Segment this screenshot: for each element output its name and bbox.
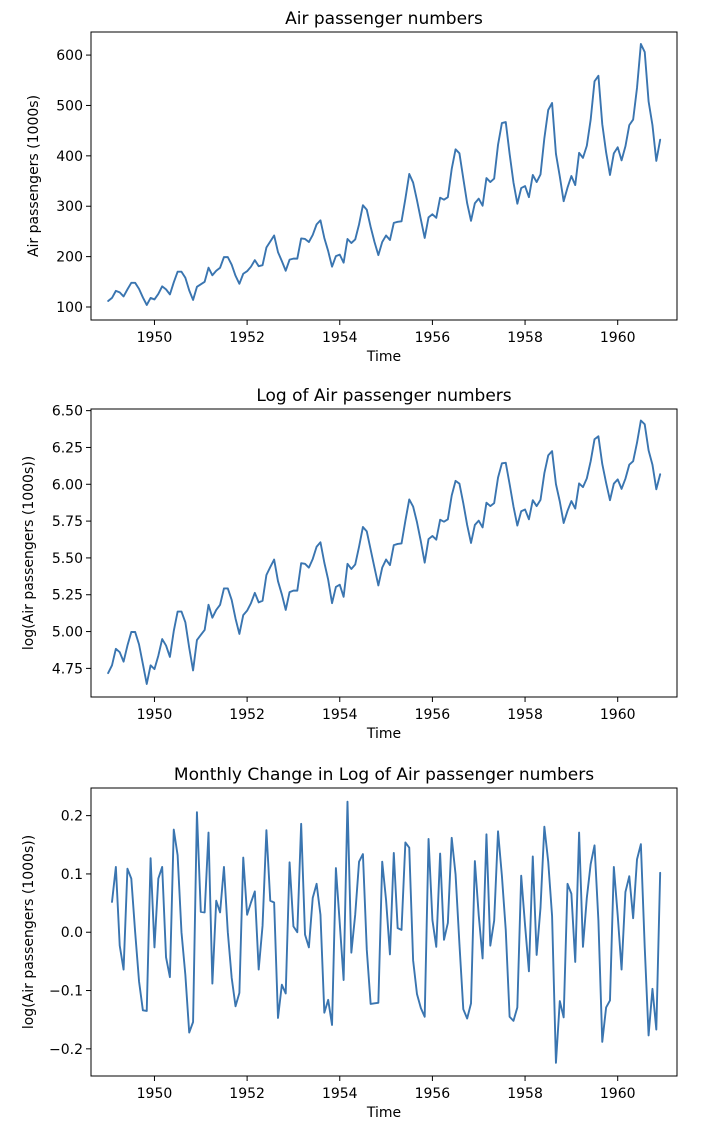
x-tick-label: 1950 xyxy=(137,1086,173,1102)
y-tick-label: 5.00 xyxy=(52,625,83,641)
x-tick-label: 1960 xyxy=(600,330,636,346)
x-tick-label: 1958 xyxy=(507,1086,543,1102)
x-tick-label: 1956 xyxy=(415,707,451,723)
chart-title: Log of Air passenger numbers xyxy=(256,386,511,406)
series-line-1 xyxy=(107,419,662,685)
x-tick-label: 1952 xyxy=(229,707,265,723)
chart-title: Air passenger numbers xyxy=(285,9,483,29)
y-tick-label: 5.75 xyxy=(52,514,83,530)
y-tick-label: 200 xyxy=(56,250,83,266)
x-tick-label: 1956 xyxy=(415,330,451,346)
plot-frame xyxy=(90,787,678,1077)
x-tick-label: 1954 xyxy=(322,707,358,723)
y-tick-label: 100 xyxy=(56,300,83,316)
x-tick-label: 1958 xyxy=(507,330,543,346)
y-axis-label: log(Air passengers (1000s)) xyxy=(21,835,37,1029)
y-tick-label: 6.25 xyxy=(52,440,83,456)
x-tick-label: 1954 xyxy=(322,330,358,346)
y-tick-label: 300 xyxy=(56,199,83,215)
y-tick-label: −0.2 xyxy=(49,1042,83,1058)
y-tick-label: 5.50 xyxy=(52,551,83,567)
chart-title: Monthly Change in Log of Air passenger n… xyxy=(174,765,594,785)
y-tick-label: 5.25 xyxy=(52,588,83,604)
y-tick-label: 6.50 xyxy=(52,404,83,420)
x-axis-label: Time xyxy=(366,726,401,742)
y-tick-label: 4.75 xyxy=(52,661,83,677)
x-tick-label: 1950 xyxy=(137,707,173,723)
y-tick-label: 6.00 xyxy=(52,477,83,493)
plot-frame xyxy=(90,31,678,321)
y-tick-label: 600 xyxy=(56,48,83,64)
y-tick-label: 0.0 xyxy=(61,925,83,941)
y-tick-label: 0.1 xyxy=(61,867,83,883)
y-axis-label: log(Air passengers (1000s)) xyxy=(21,456,37,650)
y-tick-label: 500 xyxy=(56,98,83,114)
chart-panel-1: 1950 1952 1954 1956 1958 1960 100 200 300 400 500 6… xyxy=(26,9,678,365)
plot-frame xyxy=(90,408,678,698)
y-axis-label: Air passengers (1000s) xyxy=(26,95,42,257)
series-line-1 xyxy=(111,800,662,1064)
x-tick-label: 1954 xyxy=(322,1086,358,1102)
x-tick-label: 1952 xyxy=(229,1086,265,1102)
y-tick-label: 400 xyxy=(56,149,83,165)
chart-panel-2: 1950 1952 1954 1956 1958 1960 4.75 5.00 5.25 5.50… xyxy=(21,386,678,742)
x-tick-label: 1958 xyxy=(507,707,543,723)
x-tick-label: 1960 xyxy=(600,1086,636,1102)
x-tick-label: 1952 xyxy=(229,330,265,346)
chart-panel-3: 1950 1952 1954 1956 1958 1960 −0.2 −0.1 0.0 0.1 0.… xyxy=(21,765,678,1121)
series-line-1 xyxy=(107,43,662,306)
x-tick-label: 1950 xyxy=(137,330,173,346)
y-tick-label: 0.2 xyxy=(61,809,83,825)
x-axis-label: Time xyxy=(366,1105,401,1121)
x-tick-label: 1960 xyxy=(600,707,636,723)
x-axis-label: Time xyxy=(366,349,401,365)
x-tick-label: 1956 xyxy=(415,1086,451,1102)
y-tick-label: −0.1 xyxy=(49,984,83,1000)
